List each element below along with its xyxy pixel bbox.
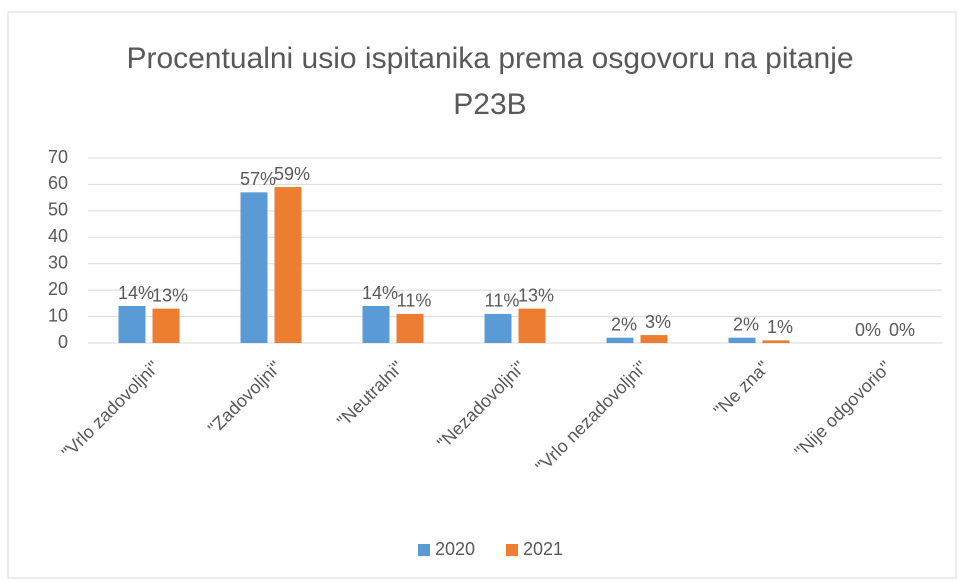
bar (118, 306, 146, 343)
data-label: 57% (240, 169, 276, 189)
legend-swatch (506, 544, 518, 556)
data-label: 2% (733, 314, 759, 334)
chart-title: Procentualni usio ispitanika prema osgov… (126, 42, 854, 121)
data-label: 14% (362, 283, 398, 303)
y-tick-label: 70 (48, 147, 68, 167)
data-label: 14% (118, 283, 154, 303)
bar (518, 308, 546, 343)
legend-swatch (418, 544, 430, 556)
x-tick-label: "Vrlo nezadovoljni" (532, 357, 652, 477)
x-tick-label: "Nezadovoljni" (433, 357, 529, 453)
bar (762, 340, 790, 343)
bar (396, 313, 424, 343)
legend-label: 2020 (435, 539, 475, 559)
chart-border (7, 11, 957, 579)
bar (606, 337, 634, 343)
bar (240, 192, 268, 343)
data-label: 59% (274, 164, 310, 184)
y-tick-label: 30 (48, 252, 68, 272)
y-tick-label: 10 (48, 305, 68, 325)
legend-label: 2021 (523, 539, 563, 559)
bar (484, 313, 512, 343)
data-label: 13% (152, 285, 188, 305)
y-tick-label: 50 (48, 200, 68, 220)
y-tick-label: 40 (48, 226, 68, 246)
data-label: 13% (518, 285, 554, 305)
data-label: 0% (889, 320, 915, 340)
data-label: 11% (485, 291, 520, 311)
data-label: 1% (767, 317, 793, 337)
bar (274, 187, 302, 343)
data-label: 2% (611, 314, 637, 334)
bar (362, 306, 390, 343)
y-tick-label: 0 (58, 332, 68, 352)
x-tick-label: "Vrlo zadovoljni" (58, 357, 163, 462)
x-tick-label: "Nije odgovorio" (791, 357, 896, 462)
bar (728, 337, 756, 343)
bar (152, 308, 180, 343)
data-label: 3% (645, 312, 671, 332)
data-label: 11% (397, 291, 432, 311)
bar (640, 335, 668, 343)
y-tick-label: 20 (48, 279, 68, 299)
x-tick-label: "Zadovoljni" (204, 357, 285, 438)
y-tick-label: 60 (48, 173, 68, 193)
x-tick-label: "Neutralni" (333, 357, 407, 431)
x-tick-label: "Ne zna" (710, 357, 774, 421)
data-label: 0% (855, 320, 881, 340)
